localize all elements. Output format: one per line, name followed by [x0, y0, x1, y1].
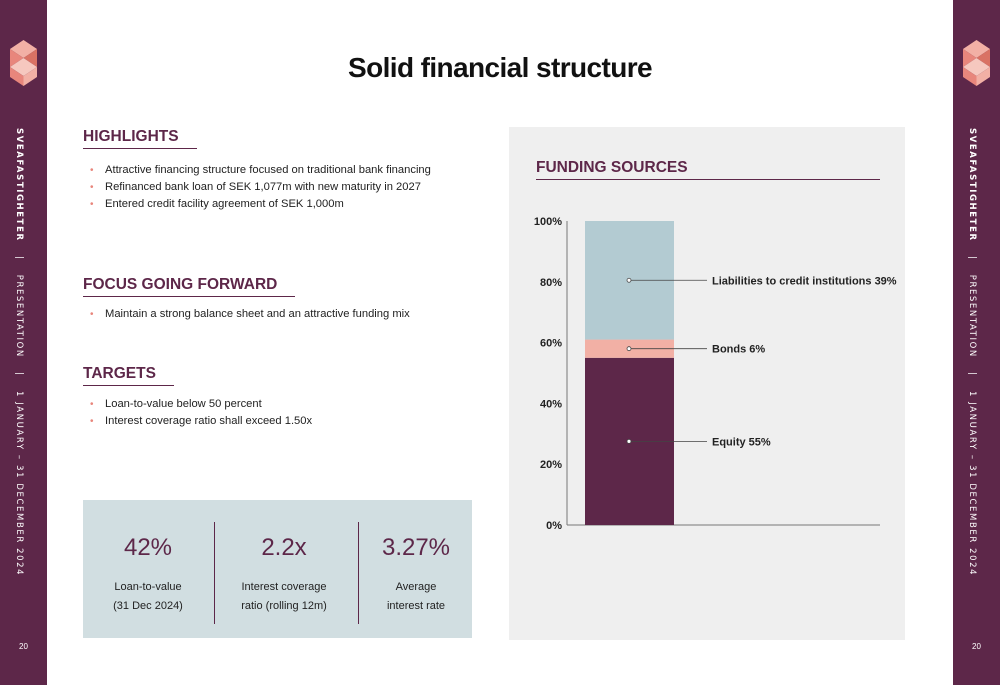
left-sidebar: SVEAFASTIGHETER | PRESENTATION | 1 JANUA… — [0, 0, 47, 685]
sidebar-separator: | — [14, 255, 24, 261]
sidebar-caption: SVEAFASTIGHETER | PRESENTATION | 1 JANUA… — [14, 128, 24, 576]
sidebar-period: 1 JANUARY – 31 DECEMBER 2024 — [14, 390, 24, 577]
sidebar-separator: | — [967, 372, 977, 377]
sidebar-separator: | — [14, 372, 24, 377]
sidebar-brand: SVEAFASTIGHETER — [967, 128, 977, 242]
annotation-label: Equity 55% — [712, 436, 771, 448]
chart-panel: FUNDING SOURCES 0% 20% 40% 60% 80% 100% Equity… — [509, 127, 905, 640]
sidebar-section: PRESENTATION — [967, 274, 977, 358]
annotation-dot — [626, 346, 632, 352]
sidebar-period: 1 JANUARY – 31 DECEMBER 2024 — [967, 390, 977, 577]
list-item: Loan-to-value below 50 percent — [90, 396, 312, 413]
kpi-label: Loan-to-value (31 Dec 2024) — [83, 578, 213, 616]
y-tick-label: 80% — [540, 277, 562, 289]
y-tick-label: 20% — [540, 459, 562, 471]
focus-heading: FOCUS GOING FORWARD — [83, 276, 296, 297]
kpi-average-interest-rate: 3.27% Average interest rate — [351, 500, 481, 638]
brand-logo-icon — [963, 40, 990, 86]
kpi-label-line: ratio (rolling 12m) — [241, 600, 327, 612]
list-item: Interest coverage ratio shall exceed 1.5… — [90, 413, 312, 430]
page-number: 20 — [19, 642, 28, 651]
sidebar-separator: | — [967, 255, 977, 261]
kpi-value: 3.27% — [381, 534, 451, 561]
highlights-heading: HIGHLIGHTS — [83, 128, 197, 149]
kpi-label-line: Interest coverage — [241, 581, 327, 593]
kpi-label-line: interest rate — [386, 600, 446, 612]
annotation-dot — [626, 438, 632, 444]
brand-logo-icon — [10, 40, 37, 86]
chart-title: FUNDING SOURCES — [536, 159, 880, 180]
y-tick-label: 0% — [546, 520, 562, 532]
list-item: Attractive financing structure focused o… — [90, 162, 431, 179]
focus-list: Maintain a strong balance sheet and an a… — [90, 306, 410, 323]
sidebar-brand: SVEAFASTIGHETER — [14, 128, 24, 242]
kpi-value: 42% — [123, 534, 173, 561]
kpi-divider — [358, 522, 359, 624]
sidebar-caption: SVEAFASTIGHETER | PRESENTATION | 1 JANUA… — [967, 128, 977, 576]
y-tick-label: 60% — [540, 338, 562, 350]
page-number: 20 — [972, 642, 981, 651]
kpi-label: Interest coverage ratio (rolling 12m) — [219, 578, 349, 616]
kpi-label: Average interest rate — [351, 578, 481, 616]
y-tick-label: 40% — [540, 398, 562, 410]
funding-sources-chart: 0% 20% 40% 60% 80% 100% Equity 55% Bonds 6% Liab… — [534, 216, 897, 532]
annotation-dot — [626, 277, 632, 283]
right-sidebar: SVEAFASTIGHETER | PRESENTATION | 1 JANUA… — [953, 0, 1000, 685]
targets-heading: TARGETS — [83, 365, 174, 386]
kpi-label-line: Average — [395, 581, 437, 593]
kpi-label-line: (31 Dec 2024) — [113, 600, 183, 612]
list-item: Refinanced bank loan of SEK 1,077m with … — [90, 179, 431, 196]
list-item: Entered credit facility agreement of SEK… — [90, 196, 431, 213]
kpi-interest-coverage: 2.2x Interest coverage ratio (rolling 12… — [219, 500, 349, 638]
targets-list: Loan-to-value below 50 percent Interest … — [90, 396, 312, 430]
kpi-panel: 42% Loan-to-value (31 Dec 2024) 2.2x Int… — [83, 500, 472, 638]
sidebar-section: PRESENTATION — [14, 274, 24, 358]
highlights-list: Attractive financing structure focused o… — [90, 162, 431, 213]
kpi-divider — [214, 522, 215, 624]
annotation-label: Bonds 6% — [712, 344, 765, 356]
page-title: Solid financial structure — [348, 52, 653, 83]
kpi-loan-to-value: 42% Loan-to-value (31 Dec 2024) — [83, 500, 213, 638]
list-item: Maintain a strong balance sheet and an a… — [90, 306, 410, 323]
y-tick-label: 100% — [534, 216, 562, 228]
kpi-value: 2.2x — [261, 534, 307, 561]
kpi-label-line: Loan-to-value — [114, 581, 182, 593]
annotation-label: Liabilities to credit institutions 39% — [712, 275, 897, 287]
